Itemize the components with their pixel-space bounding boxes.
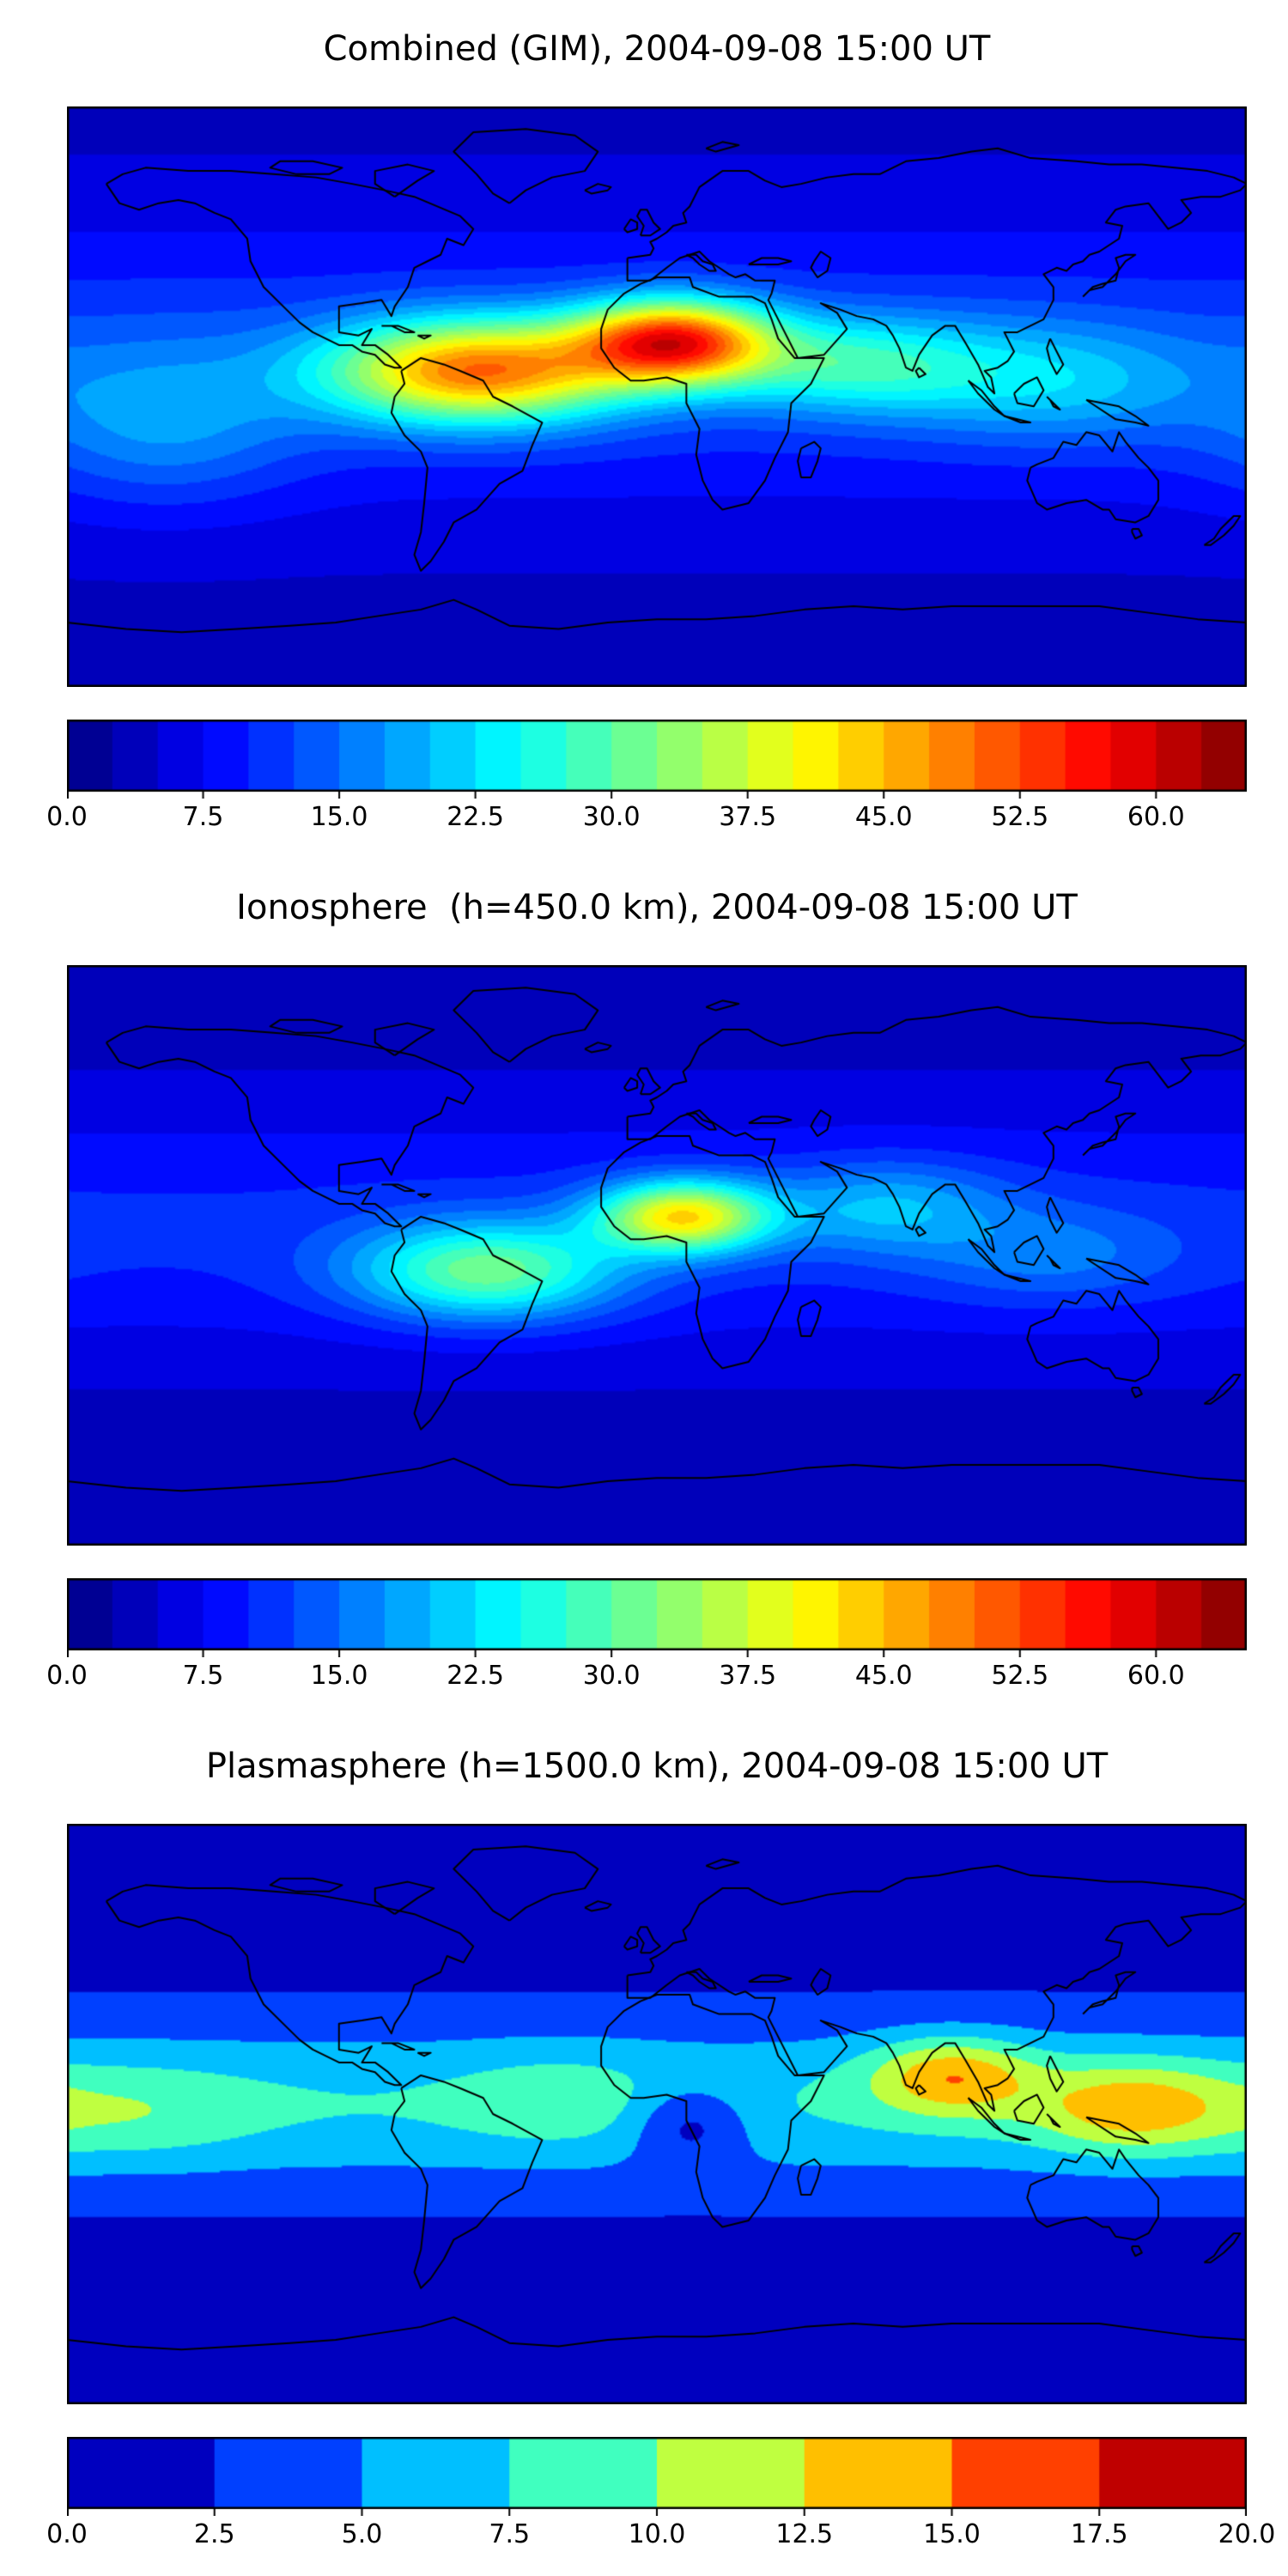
colorbar-tick-label: 60.0 xyxy=(1127,802,1185,832)
map-plasmasphere xyxy=(67,1824,1247,2404)
title-ionosphere: Ionosphere (h=450.0 km), 2004-09-08 15:0… xyxy=(236,888,1078,927)
colorbar-tick-label: 7.5 xyxy=(182,802,224,832)
colorbar-tick-label: 52.5 xyxy=(991,1661,1049,1691)
colorbar-tick-label: 2.5 xyxy=(193,2519,235,2549)
colorbar-tick-label: 60.0 xyxy=(1127,1661,1185,1691)
colorbar-tick-label: 30.0 xyxy=(582,1661,641,1691)
colorbar-ticks-combined: 0.0 7.5 15.0 22.5 30.0 37.5 45.0 52.5 60.0 xyxy=(46,799,1247,840)
colorbar-tick-label: 15.0 xyxy=(310,1661,368,1691)
tec-map-canvas-ionosphere xyxy=(67,965,1247,1546)
colorbar-tick-label: 0.0 xyxy=(46,802,88,832)
colorbar-tick-label: 20.0 xyxy=(1218,2519,1276,2549)
colorbar-tick-label: 22.5 xyxy=(447,1661,505,1691)
tec-map-canvas-plasmasphere xyxy=(67,1824,1247,2404)
colorbar-tick-label: 7.5 xyxy=(489,2519,531,2549)
colorbar-tick-label: 5.0 xyxy=(341,2519,383,2549)
colorbar-tick-label: 37.5 xyxy=(719,1661,777,1691)
colorbar-tick-label: 12.5 xyxy=(775,2519,834,2549)
colorbar-tick-label: 0.0 xyxy=(46,1661,88,1691)
colorbar-canvas-ionosphere xyxy=(67,1578,1247,1657)
colorbar-tick-label: 22.5 xyxy=(447,802,505,832)
map-ionosphere xyxy=(67,965,1247,1546)
colorbar-tick-label: 15.0 xyxy=(923,2519,981,2549)
colorbar-canvas-combined xyxy=(67,720,1247,799)
colorbar-tick-label: 30.0 xyxy=(582,802,641,832)
colorbar-tick-label: 10.0 xyxy=(628,2519,686,2549)
colorbar-plasmasphere xyxy=(67,2437,1247,2516)
colorbar-tick-label: 45.0 xyxy=(854,1661,913,1691)
colorbar-tick-label: 45.0 xyxy=(854,802,913,832)
title-combined: Combined (GIM), 2004-09-08 15:00 UT xyxy=(323,29,991,69)
tec-map-canvas-combined xyxy=(67,106,1247,687)
panel-combined: Combined (GIM), 2004-09-08 15:00 UT 0.0 7… xyxy=(0,0,1288,859)
title-plasmasphere: Plasmasphere (h=1500.0 km), 2004-09-08 1… xyxy=(205,1747,1109,1786)
colorbar-canvas-plasmasphere xyxy=(67,2437,1247,2516)
colorbar-ticks-ionosphere: 0.0 7.5 15.0 22.5 30.0 37.5 45.0 52.5 60.0 xyxy=(46,1657,1247,1698)
colorbar-combined xyxy=(67,720,1247,799)
colorbar-tick-label: 0.0 xyxy=(46,2519,88,2549)
colorbar-tick-label: 52.5 xyxy=(991,802,1049,832)
map-combined xyxy=(67,106,1247,687)
colorbar-ionosphere xyxy=(67,1578,1247,1657)
colorbar-ticks-plasmasphere: 0.0 2.5 5.0 7.5 10.0 12.5 15.0 17.5 20.0 xyxy=(46,2516,1275,2557)
colorbar-tick-label: 7.5 xyxy=(182,1661,224,1691)
colorbar-tick-label: 17.5 xyxy=(1070,2519,1128,2549)
colorbar-tick-label: 15.0 xyxy=(310,802,368,832)
colorbar-tick-label: 37.5 xyxy=(719,802,777,832)
panel-plasmasphere: Plasmasphere (h=1500.0 km), 2004-09-08 1… xyxy=(0,1717,1288,2576)
panel-ionosphere: Ionosphere (h=450.0 km), 2004-09-08 15:0… xyxy=(0,859,1288,1717)
